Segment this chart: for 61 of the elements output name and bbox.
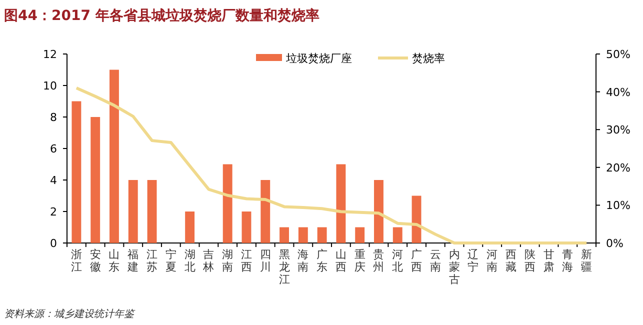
text: 资料来源：城乡建设统计年鉴	[4, 308, 136, 320]
x-tick-label: 吉林	[202, 248, 214, 274]
y2-tick-label: 30%	[606, 124, 630, 137]
bar	[392, 227, 402, 243]
x-tick-label: 湖北	[184, 249, 196, 274]
y-tick-label: 8	[50, 111, 57, 124]
y-tick-label: 0	[50, 237, 57, 250]
x-tick-label: 内蒙古	[448, 248, 460, 286]
x-tick-label: 贵州	[373, 248, 384, 274]
y-tick-label: 2	[50, 206, 57, 218]
x-tick-label: 海南	[298, 249, 309, 274]
y-tick-label: 10	[43, 80, 57, 92]
x-tick-label: 福建	[126, 248, 139, 274]
bar	[280, 227, 289, 243]
x-tick-label: 青海	[562, 248, 574, 274]
x-tick-label: 广东	[316, 248, 328, 274]
bar	[147, 180, 157, 243]
x-tick-label: 宁夏	[165, 248, 176, 274]
x-tick-label: 江西	[240, 249, 252, 274]
x-tick-label: 新疆	[581, 248, 592, 274]
y2-tick-label: 40%	[606, 86, 630, 99]
bar	[317, 227, 327, 243]
chart-title: 图44：2017 年各省县城垃圾焚烧厂数量和焚烧率	[4, 7, 320, 24]
x-tick-label: 西藏	[505, 249, 516, 274]
x-tick-label: 山东	[108, 248, 120, 274]
x-tick-label: 湖南	[222, 249, 234, 274]
bar	[222, 164, 232, 243]
x-tick-label: 浙江	[70, 248, 82, 274]
bar	[110, 70, 119, 243]
y2-tick-label: 10%	[606, 199, 630, 212]
bar	[242, 212, 252, 243]
x-tick-label: 辽宁	[468, 249, 479, 274]
x-tick-label: 黑龙江	[278, 249, 290, 286]
x-tick-label: 重庆	[354, 248, 366, 274]
bar	[298, 227, 308, 243]
legend-label: 垃圾焚烧厂座	[285, 52, 352, 65]
y-tick-label: 4	[50, 174, 57, 187]
y2-tick-label: 20%	[606, 161, 630, 174]
y-tick-label: 12	[43, 48, 57, 61]
y2-tick-label: 50%	[606, 48, 630, 61]
legend-label: 焚烧率	[412, 52, 445, 65]
x-tick-label: 甘肃	[543, 248, 554, 274]
y-tick-label: 6	[50, 142, 57, 156]
bar	[260, 180, 270, 243]
bar	[90, 117, 100, 243]
x-tick-label: 江苏	[146, 249, 158, 274]
x-tick-label: 陕西	[524, 249, 536, 274]
bar	[336, 164, 346, 243]
x-tick-label: 山西	[335, 248, 346, 274]
y2-tick-label: 0%	[606, 237, 624, 250]
x-tick-label: 安徽	[90, 248, 101, 274]
bar	[374, 180, 384, 243]
bar	[185, 212, 195, 243]
x-tick-label: 四川	[260, 249, 271, 274]
bar	[355, 227, 365, 243]
bar	[72, 101, 82, 243]
x-tick-label: 河北	[392, 249, 404, 274]
bar	[128, 180, 138, 243]
x-tick-label: 云南	[430, 249, 441, 274]
x-tick-label: 广西	[411, 248, 422, 274]
x-tick-label: 河南	[486, 249, 498, 274]
